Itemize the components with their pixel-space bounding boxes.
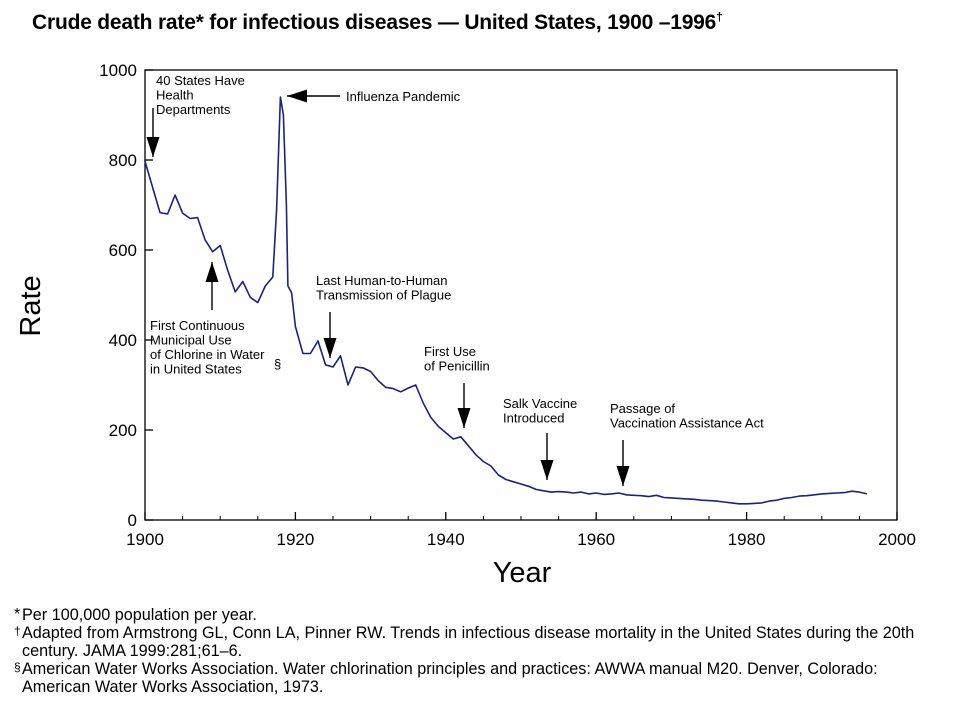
y-tick-label: 200 [109,421,137,440]
footnote: † Adapted from Armstrong GL, Conn LA, Pin… [14,624,949,660]
footnote-mark: * [14,606,21,623]
annotation-arrowhead [616,466,630,486]
annotation-text: Health [156,88,194,103]
chart-series [144,96,868,505]
y-tick-label: 600 [109,241,137,260]
plot-frame [144,69,898,521]
annotation-text: Municipal Use [150,333,232,348]
footnote: § American Water Works Association. Water… [14,660,949,696]
annotation-text: of Penicillin [424,359,490,374]
annotation-text: Introduced [503,411,564,426]
annotation-arrowhead [205,262,219,282]
y-tick-label: 0 [128,511,137,530]
annotation-text: of Chlorine in Water [150,347,265,362]
x-tick-label: 2000 [878,530,916,549]
chart-ticks: 0 200 400 600 800 1000 1900 1920 1940 1960 1980 200… [99,61,916,549]
annotation-text: Influenza Pandemic [346,89,461,104]
footnotes: * Per 100,000 population per year. † Adapte… [14,606,949,696]
annotation-text: Last Human-to-Human [316,273,448,288]
annotation-text: Transmission of Plague [316,288,451,303]
footnote: * Per 100,000 population per year. [14,606,949,624]
x-tick-label: 1920 [276,530,314,549]
y-tick-label: 800 [109,151,137,170]
annotation-text: First Use [424,344,476,359]
annotation-text: in United States [150,362,242,377]
annotation: Influenza Pandemic [287,89,461,104]
annotation-arrowhead [287,89,307,103]
y-tick-label: 1000 [99,61,137,80]
annotation-text: Passage of [610,401,675,416]
annotation-text: Departments [156,102,231,117]
annotation-text: First Continuous [150,318,245,333]
line-chart: 0 200 400 600 800 1000 1900 1920 1940 1960 1980 200… [15,61,916,589]
footnote-mark: † [14,624,21,638]
title-footnote-mark: † [716,10,723,24]
y-axis-title: Rate [15,275,47,336]
death-rate-series-line [144,96,868,505]
x-tick-label: 1980 [728,530,766,549]
annotation-arrowhead [457,408,471,428]
annotation-text: Vaccination Assistance Act [610,416,764,431]
chart-title-text: Crude death rate* for infectious disease… [32,11,717,34]
x-axis-title: Year [493,557,552,589]
x-tick-label: 1940 [427,530,465,549]
footnote-mark: § [14,660,21,674]
chart-axes [144,69,898,521]
annotation-arrowhead [323,338,337,358]
y-tick-label: 400 [109,331,137,350]
annotation-arrowhead [146,137,160,157]
x-tick-label: 1960 [577,530,615,549]
annotation-text: Salk Vaccine [503,396,577,411]
annotation-arrowhead [540,460,554,480]
annotation-text: 40 States Have [156,73,245,88]
footnote-text: American Water Works Association. Water … [22,660,878,696]
x-tick-label: 1900 [126,530,164,549]
chart-title: Crude death rate* for infectious disease… [32,10,723,35]
annotation-footnote-mark: § [274,357,281,372]
footnote-text: Adapted from Armstrong GL, Conn LA, Pinn… [22,624,915,660]
footnote-text: Per 100,000 population per year. [22,606,257,624]
